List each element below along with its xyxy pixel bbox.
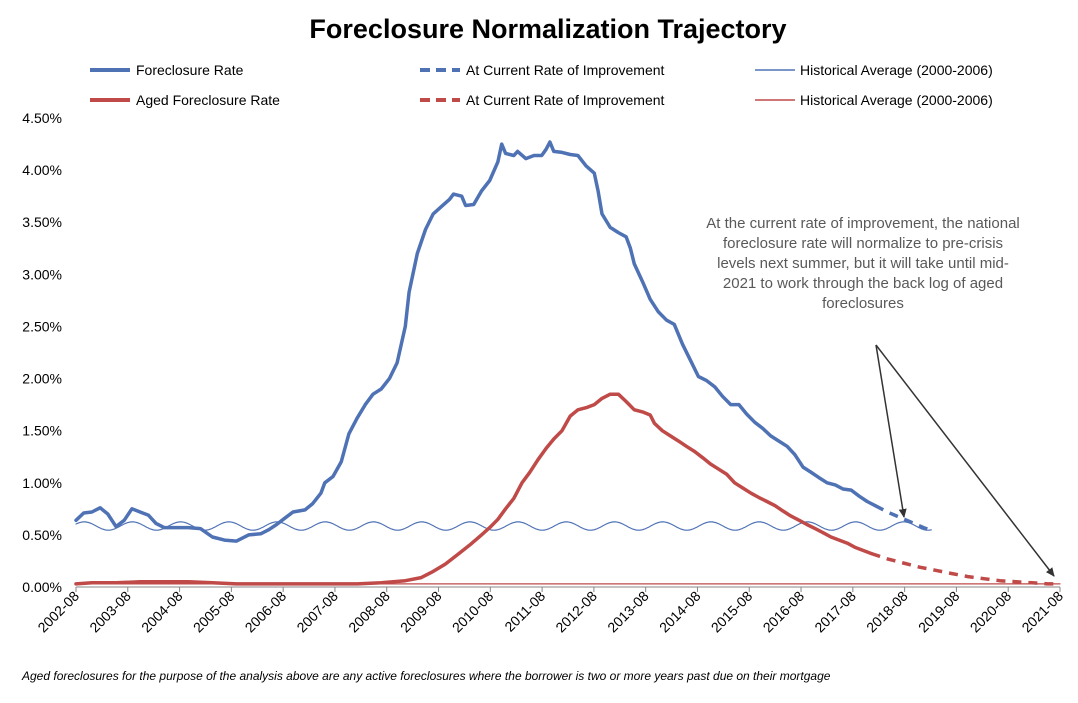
legend-item-red-historical[interactable]: Historical Average (2000-2006) (755, 92, 993, 108)
x-tick-label: 2012-08 (552, 588, 600, 636)
x-tick-label: 2006-08 (242, 588, 290, 636)
x-tick-label: 2013-08 (604, 588, 652, 636)
legend-item-foreclosure-rate[interactable]: Foreclosure Rate (90, 62, 244, 78)
series-line-foreclosure-rate (74, 140, 878, 543)
series-layer (74, 140, 1061, 586)
series-line-historical-average-2000-2006-foreclosure-rate (75, 521, 932, 531)
legend-item-aged-foreclosure-rate[interactable]: Aged Foreclosure Rate (90, 92, 280, 108)
x-tick-label: 2019-08 (915, 588, 963, 636)
legend-item-blue-historical[interactable]: Historical Average (2000-2006) (755, 62, 993, 78)
footnote: Aged foreclosures for the purpose of the… (22, 669, 831, 683)
x-tick-label: 2008-08 (345, 588, 393, 636)
chart-title: Foreclosure Normalization Trajectory (309, 14, 786, 44)
annotation-line-2: foreclosure rate will normalize to pre-c… (723, 235, 1003, 252)
annotation-arrow-aged (875, 344, 1055, 577)
x-tick-label: 2004-08 (138, 588, 186, 636)
x-tick-label: 2017-08 (811, 588, 859, 636)
legend-label-red-projection: At Current Rate of Improvement (466, 92, 665, 108)
y-axis: 0.00% 0.50% 1.00% 1.50% 2.00% 2.50% 3.00% 3.50%… (22, 110, 62, 595)
y-tick-label: 4.00% (22, 162, 62, 178)
legend-label-blue-historical: Historical Average (2000-2006) (800, 62, 993, 78)
legend-label-foreclosure-rate: Foreclosure Rate (136, 62, 244, 78)
x-tick-label: 2021-08 (1018, 588, 1066, 636)
annotation: At the current rate of improvement, the … (706, 215, 1020, 312)
series-line-at-current-rate-of-improvement-aged-foreclosure-rate (870, 551, 1060, 586)
legend-label-red-historical: Historical Average (2000-2006) (800, 92, 993, 108)
x-tick-label: 2016-08 (760, 588, 808, 636)
x-tick-label: 2018-08 (863, 588, 911, 636)
x-tick-label: 2003-08 (86, 588, 134, 636)
x-tick-label: 2010-08 (449, 588, 497, 636)
series-line-aged-foreclosure-rate (74, 392, 874, 586)
y-tick-label: 3.50% (22, 214, 62, 230)
y-tick-label: 2.50% (22, 318, 62, 334)
annotation-line-5: foreclosures (822, 295, 904, 312)
y-tick-label: 1.00% (22, 475, 62, 491)
annotation-line-4: 2021 to work through the back log of age… (723, 275, 1003, 292)
annotation-arrow-foreclosure (875, 344, 907, 518)
y-tick-label: 2.00% (22, 371, 62, 387)
y-tick-label: 0.00% (22, 579, 62, 595)
legend: Foreclosure Rate At Current Rate of Impr… (90, 62, 993, 108)
y-tick-label: 4.50% (22, 110, 62, 126)
x-tick-label: 2020-08 (967, 588, 1015, 636)
x-tick-label: 2009-08 (397, 588, 445, 636)
annotation-line-1: At the current rate of improvement, the … (706, 215, 1020, 232)
x-tick-label: 2015-08 (708, 588, 756, 636)
legend-item-blue-projection[interactable]: At Current Rate of Improvement (420, 62, 665, 78)
x-tick-label: 2007-08 (293, 588, 341, 636)
legend-item-red-projection[interactable]: At Current Rate of Improvement (420, 92, 665, 108)
x-axis: 2002-08 2003-08 2004-08 2005-08 2006-08 2007-… (34, 587, 1066, 635)
legend-label-aged-foreclosure-rate: Aged Foreclosure Rate (136, 92, 280, 108)
series-line-at-current-rate-of-improvement-foreclosure-rate (874, 504, 933, 533)
x-tick-label: 2005-08 (190, 588, 238, 636)
y-tick-label: 3.00% (22, 266, 62, 282)
x-tick-label: 2011-08 (501, 588, 548, 635)
y-tick-label: 0.50% (22, 527, 62, 543)
x-tick-label: 2014-08 (656, 588, 704, 636)
y-tick-label: 1.50% (22, 423, 62, 439)
annotation-line-3: levels next summer, but it will take unt… (717, 255, 1009, 272)
annotation-arrows (875, 344, 1055, 577)
legend-label-blue-projection: At Current Rate of Improvement (466, 62, 665, 78)
